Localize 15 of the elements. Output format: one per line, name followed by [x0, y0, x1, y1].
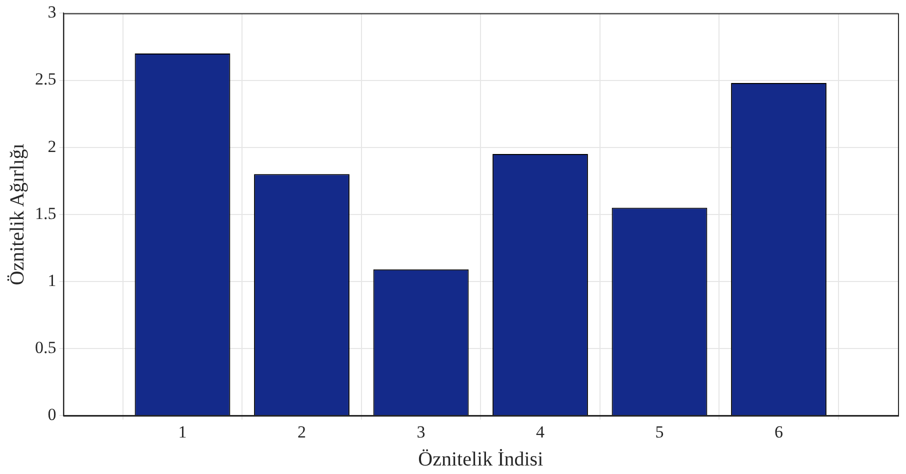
y-tick-label: 3	[48, 2, 56, 22]
x-tick-label: 5	[655, 422, 664, 442]
y-tick-label: 0	[48, 405, 56, 424]
y-tick-label: 1.5	[35, 204, 56, 223]
x-axis-title: Öznitelik İndisi	[418, 448, 544, 470]
y-tick-label: 2.5	[35, 70, 56, 89]
y-tick-label: 2	[48, 136, 56, 156]
x-tick-label: 4	[536, 422, 545, 442]
x-tick-label: 3	[416, 422, 426, 442]
x-tick-label: 2	[298, 422, 306, 442]
y-tick-label: 0.5	[35, 338, 56, 357]
x-tick-label: 6	[774, 422, 783, 442]
x-tick-label: 1	[178, 422, 187, 442]
y-axis-title: Öznitelik Ağırlığı	[6, 143, 28, 286]
y-tick-label: 1	[48, 270, 56, 290]
